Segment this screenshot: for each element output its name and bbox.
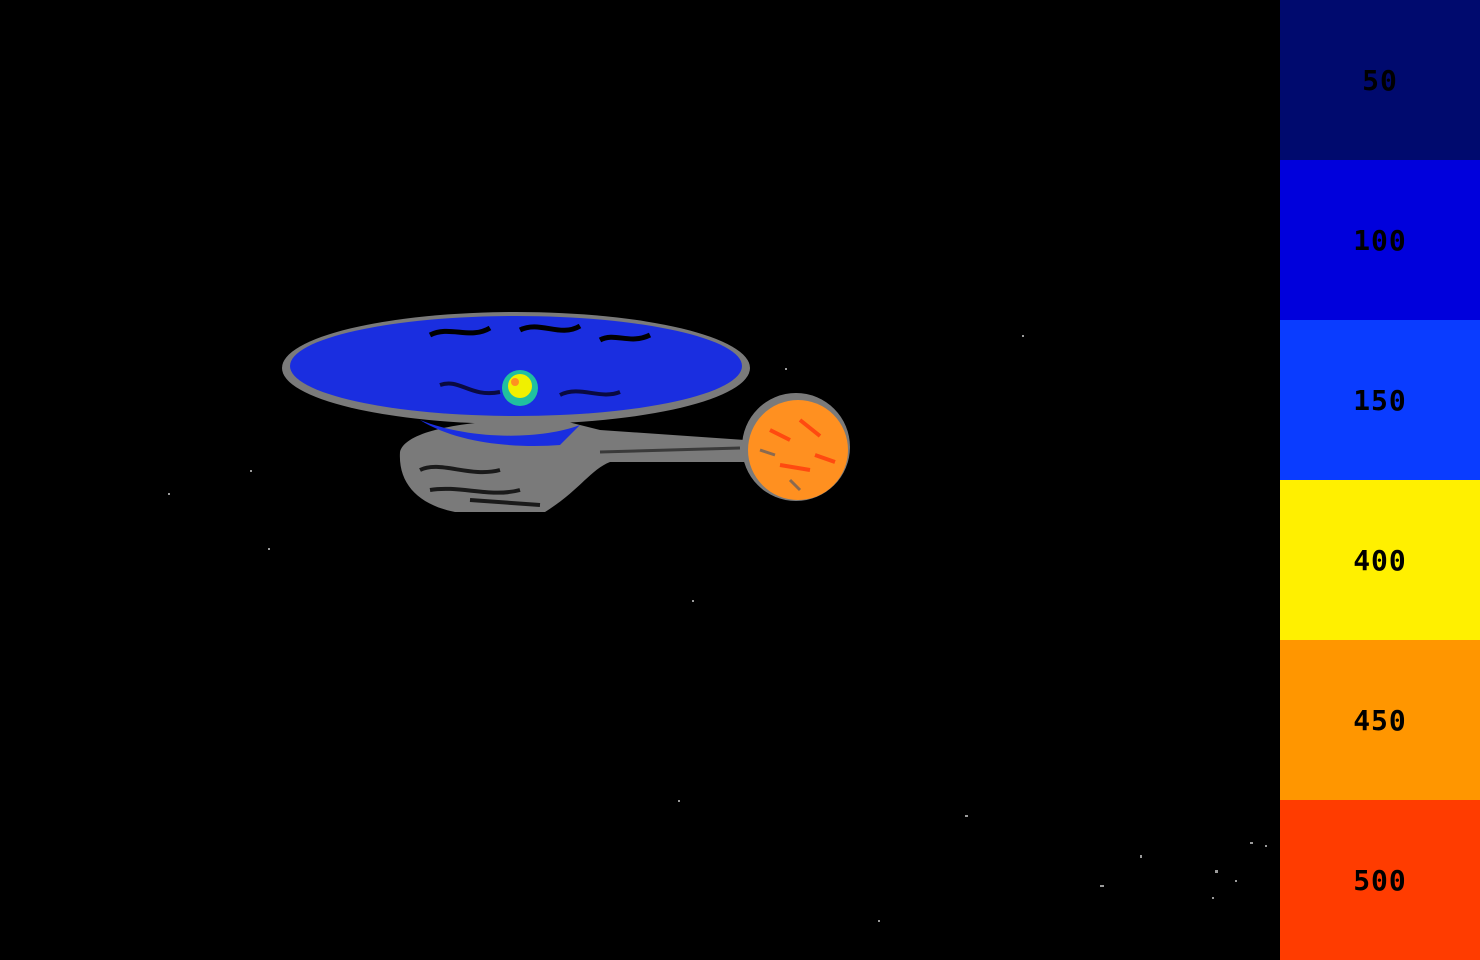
legend-band-500: 500 (1280, 800, 1480, 960)
legend-band-450: 450 (1280, 640, 1480, 800)
legend-label: 400 (1353, 543, 1407, 577)
legend-label: 50 (1362, 63, 1398, 97)
legend-band-150: 150 (1280, 320, 1480, 480)
legend-band-100: 100 (1280, 160, 1480, 320)
saucer-section (282, 312, 750, 446)
thermal-scene (168, 312, 1267, 922)
starship-render (168, 312, 1267, 922)
legend-label: 150 (1353, 383, 1407, 417)
bridge-hotspot (502, 370, 538, 406)
legend-label: 100 (1353, 223, 1407, 257)
legend-label: 450 (1353, 703, 1407, 737)
engine-glow (742, 393, 850, 501)
background-speckles (168, 335, 1267, 922)
color-legend: 50 100 150 400 450 500 (1280, 0, 1480, 960)
secondary-hull (399, 419, 750, 512)
legend-band-50: 50 (1280, 0, 1480, 160)
legend-band-400: 400 (1280, 480, 1480, 640)
legend-label: 500 (1353, 863, 1407, 897)
